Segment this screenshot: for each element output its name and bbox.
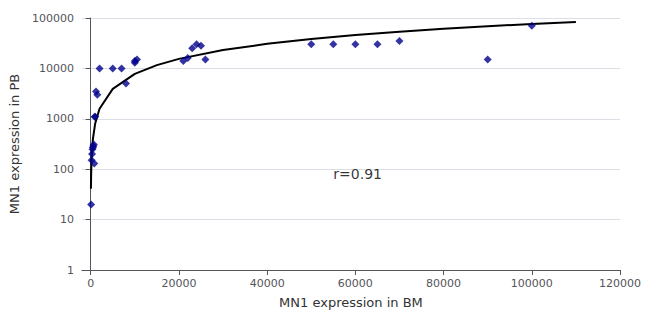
svg-text:r=0.91: r=0.91 — [333, 166, 382, 182]
svg-text:100000: 100000 — [511, 277, 553, 290]
svg-text:1: 1 — [67, 264, 74, 277]
svg-text:10: 10 — [60, 213, 74, 226]
svg-text:80000: 80000 — [426, 277, 461, 290]
svg-text:1000: 1000 — [46, 112, 74, 125]
svg-text:60000: 60000 — [338, 277, 373, 290]
svg-text:40000: 40000 — [250, 277, 285, 290]
svg-text:MN1 expression in BM: MN1 expression in BM — [279, 295, 423, 310]
svg-text:MN1 expression in PB: MN1 expression in PB — [7, 74, 22, 214]
svg-text:100: 100 — [53, 163, 74, 176]
svg-text:120000: 120000 — [599, 277, 641, 290]
svg-text:100000: 100000 — [32, 12, 74, 25]
svg-text:0: 0 — [87, 277, 94, 290]
svg-text:20000: 20000 — [161, 277, 196, 290]
svg-text:10000: 10000 — [39, 62, 74, 75]
